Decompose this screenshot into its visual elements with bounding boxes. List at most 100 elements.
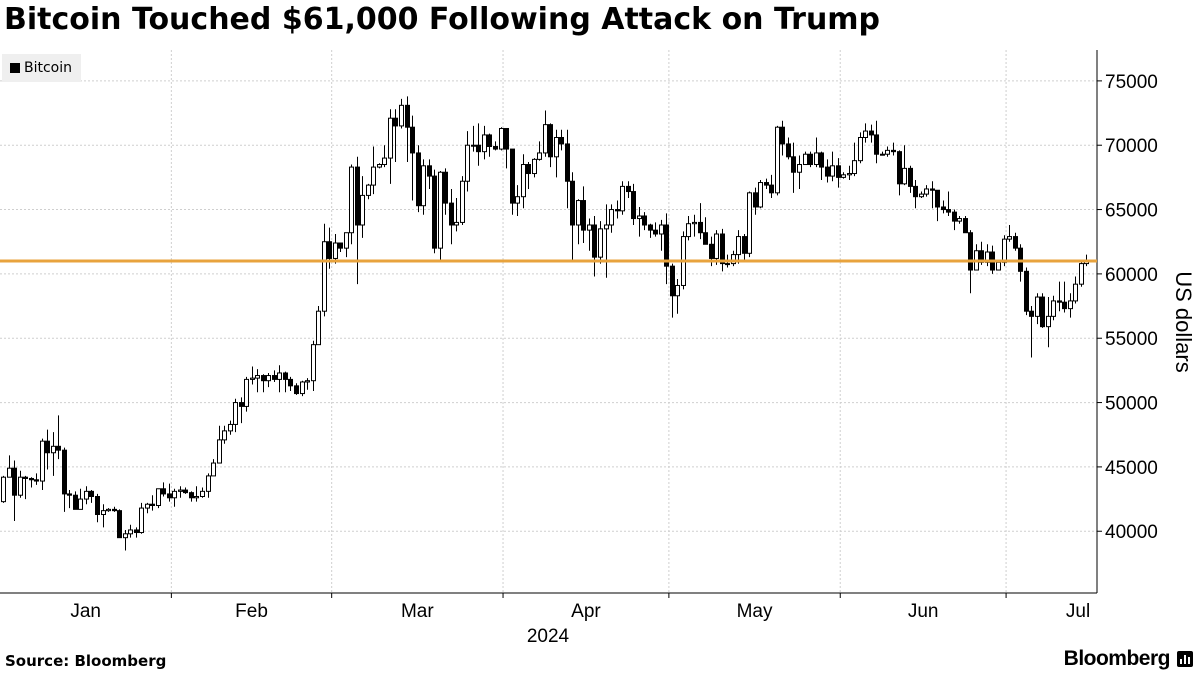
candle	[1035, 293, 1040, 325]
candle-body-down	[592, 224, 597, 258]
candle	[300, 380, 305, 397]
candle-body-up	[366, 184, 371, 196]
candle-body-down	[56, 445, 61, 451]
candle-body-up	[206, 475, 211, 492]
candle-body-up	[847, 173, 852, 176]
candle-body-down	[29, 477, 34, 481]
candle-body-down	[167, 493, 172, 499]
candle	[736, 230, 741, 264]
candle	[167, 483, 172, 502]
candle	[421, 159, 426, 215]
candle	[283, 371, 288, 393]
candle-body-up	[371, 166, 376, 186]
candle	[56, 415, 61, 460]
candle	[399, 98, 404, 129]
candle	[570, 172, 575, 262]
candle-body-up	[200, 490, 205, 497]
candle	[863, 123, 868, 143]
candle	[438, 170, 443, 263]
candle-body-down	[703, 232, 708, 245]
candle	[206, 473, 211, 498]
candle-body-down	[526, 164, 531, 175]
candle	[333, 234, 338, 264]
candle	[659, 219, 664, 251]
candle-body-down	[935, 189, 940, 208]
candle	[322, 223, 327, 317]
candle	[128, 524, 133, 538]
candle-body-down	[1040, 296, 1045, 328]
candle-body-up	[775, 126, 780, 194]
candle-body-up	[300, 381, 305, 395]
candle-body-up	[78, 498, 83, 510]
candle-body-up	[101, 510, 106, 516]
candle-body-up	[725, 263, 730, 266]
candle	[499, 127, 504, 151]
candle-body-up	[996, 261, 1001, 271]
candle	[288, 376, 293, 391]
candle-body-down	[432, 175, 437, 249]
candle	[974, 244, 979, 271]
candle	[847, 165, 852, 180]
candle-body-up	[637, 215, 642, 220]
candle-body-down	[1029, 310, 1034, 317]
candle	[1, 475, 6, 503]
candle-body-down	[908, 167, 913, 187]
candle	[521, 154, 526, 209]
candle-body-up	[399, 104, 404, 127]
candle-body-down	[698, 221, 703, 234]
candle-body-down	[626, 185, 631, 193]
candle	[576, 199, 581, 245]
candle-body-down	[504, 127, 509, 150]
candle-body-up	[692, 221, 697, 225]
candle-body-up	[18, 476, 23, 496]
candle	[731, 250, 736, 267]
candle-body-down	[261, 375, 266, 382]
x-tick-label: Jun	[908, 601, 939, 622]
candle-body-down	[615, 209, 620, 212]
candle-body-down	[327, 241, 332, 259]
candle	[637, 206, 642, 237]
candle	[581, 186, 586, 244]
candle-body-up	[211, 462, 216, 477]
candle-body-up	[609, 209, 614, 226]
candle	[924, 185, 929, 197]
candle-body-up	[156, 488, 161, 507]
candle	[554, 129, 559, 178]
candle-body-up	[863, 130, 868, 138]
x-tick-label: Feb	[235, 601, 268, 622]
candle-body-down	[897, 151, 902, 185]
candle	[664, 213, 669, 285]
candle	[327, 227, 332, 269]
candle-body-down	[913, 185, 918, 198]
candle-body-up	[217, 439, 222, 464]
candle	[698, 203, 703, 240]
candle-body-up	[277, 372, 282, 380]
candle	[134, 527, 139, 538]
candle-body-down	[95, 495, 100, 516]
candle-body-up	[421, 165, 426, 207]
candle-body-up	[885, 149, 890, 155]
candle-body-up	[902, 167, 907, 185]
candle-body-down	[941, 206, 946, 211]
candle	[239, 397, 244, 424]
candle	[814, 137, 819, 168]
candle-body-down	[946, 209, 951, 213]
candle-body-down	[581, 200, 586, 231]
candle	[217, 425, 222, 464]
y-tick-label: 75000	[1105, 72, 1158, 93]
candle-body-up	[543, 124, 548, 154]
candle-body-up	[1035, 296, 1040, 317]
candle-body-up	[1002, 238, 1007, 263]
candle	[1079, 261, 1084, 287]
candle-body-down	[112, 508, 117, 512]
candle	[791, 142, 796, 193]
candle	[1068, 293, 1073, 318]
candle	[382, 145, 387, 168]
candle-body-up	[841, 174, 846, 178]
candle-body-down	[836, 165, 841, 178]
candle-body-up	[554, 136, 559, 158]
candle	[194, 486, 199, 502]
candle-body-up	[803, 153, 808, 166]
candle-body-down	[23, 476, 28, 479]
candle	[405, 96, 410, 162]
